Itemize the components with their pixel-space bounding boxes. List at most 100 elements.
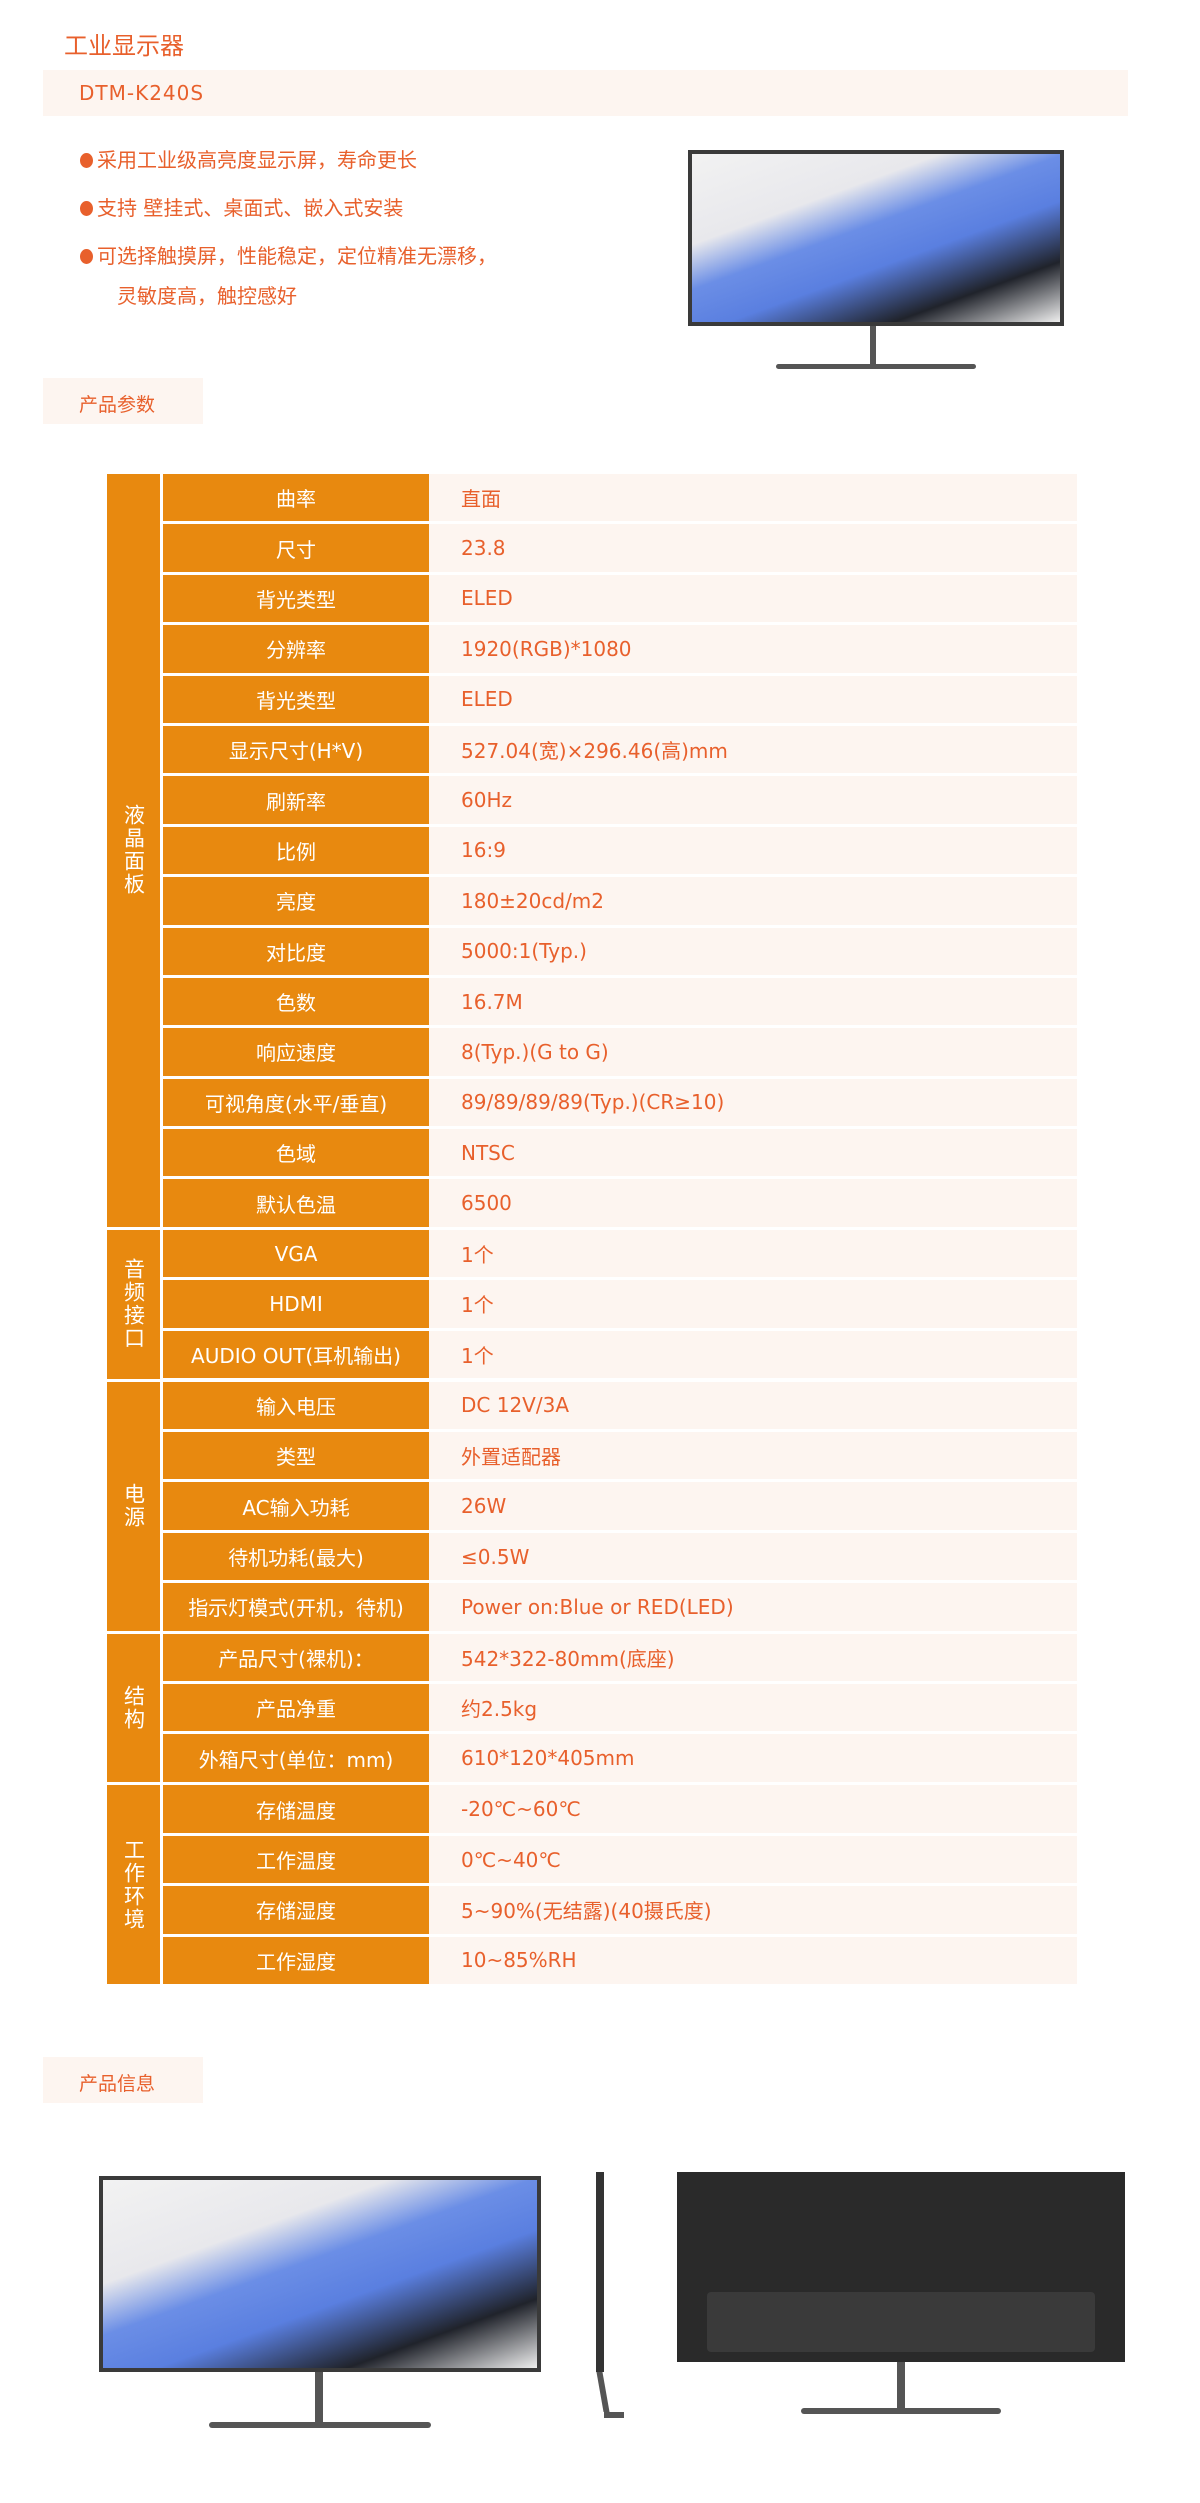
product-image-front bbox=[688, 150, 1064, 380]
spec-label: 输入电压 bbox=[163, 1381, 429, 1430]
spec-value: 0℃~40℃ bbox=[429, 1835, 1077, 1884]
spec-label: 存储温度 bbox=[163, 1785, 429, 1833]
spec-label: VGA bbox=[163, 1229, 429, 1278]
spec-label: 产品净重 bbox=[163, 1684, 429, 1732]
spec-value: 610*120*405mm bbox=[429, 1734, 1077, 1782]
feature-item: 采用工业级高亮度显示屏，寿命更长 bbox=[80, 142, 417, 178]
spec-label: HDMI bbox=[163, 1280, 429, 1328]
table-row: 比例 16:9 bbox=[163, 826, 1077, 875]
spec-group: 工作环境 存储温度 -20℃~60℃ 工作温度 0℃~40℃ 存储湿度 5~90%(无结露)… bbox=[107, 1785, 1077, 1984]
table-row: 输入电压 DC 12V/3A bbox=[163, 1381, 1077, 1430]
spec-value: 180±20cd/m2 bbox=[429, 877, 1077, 925]
table-row: 背光类型 ELED bbox=[163, 574, 1077, 623]
spec-label: 默认色温 bbox=[163, 1179, 429, 1227]
spec-group: 液晶面板 曲率 直面 尺寸 23.8 背光类型 ELED 分辨率 1920(RGB)*1080 背… bbox=[107, 474, 1077, 1227]
spec-value: 60Hz bbox=[429, 776, 1077, 824]
group-name: 工作环境 bbox=[107, 1785, 160, 1984]
table-row: 色数 16.7M bbox=[163, 977, 1077, 1026]
spec-label: 比例 bbox=[163, 826, 429, 875]
spec-group: 电源 输入电压 DC 12V/3A 类型 外置适配器 AC输入功耗 26W 待机功耗(最大) ≤… bbox=[107, 1381, 1077, 1631]
spec-label: 工作湿度 bbox=[163, 1936, 429, 1984]
table-row: 刷新率 60Hz bbox=[163, 776, 1077, 824]
spec-label: 亮度 bbox=[163, 877, 429, 925]
spec-value: 约2.5kg bbox=[429, 1684, 1077, 1732]
table-row: AC输入功耗 26W bbox=[163, 1482, 1077, 1530]
spec-value: ELED bbox=[429, 574, 1077, 623]
spec-value: 89/89/89/89(Typ.)(CR≥10) bbox=[429, 1078, 1077, 1127]
feature-text: 灵敏度高，触控感好 bbox=[117, 284, 297, 308]
spec-value: -20℃~60℃ bbox=[429, 1785, 1077, 1833]
section-params: 产品参数 bbox=[43, 378, 203, 424]
spec-label: 产品尺寸(裸机)： bbox=[163, 1633, 429, 1682]
spec-value: 26W bbox=[429, 1482, 1077, 1530]
table-row: 类型 外置适配器 bbox=[163, 1432, 1077, 1480]
spec-value: 外置适配器 bbox=[429, 1432, 1077, 1480]
spec-value: 542*322-80mm(底座) bbox=[429, 1633, 1077, 1682]
spec-label: AC输入功耗 bbox=[163, 1482, 429, 1530]
spec-label: 背光类型 bbox=[163, 574, 429, 623]
spec-group: 音频接口 VGA 1个 HDMI 1个 AUDIO OUT(耳机输出) 1个 bbox=[107, 1229, 1077, 1379]
table-row: 分辨率 1920(RGB)*1080 bbox=[163, 625, 1077, 673]
spec-label: 尺寸 bbox=[163, 524, 429, 572]
spec-value: 5~90%(无结露)(40摄氏度) bbox=[429, 1886, 1077, 1934]
table-row: HDMI 1个 bbox=[163, 1280, 1077, 1328]
table-row: 尺寸 23.8 bbox=[163, 524, 1077, 572]
table-row: 显示尺寸(H*V) 527.04(宽)×296.46(高)mm bbox=[163, 725, 1077, 774]
group-name: 电源 bbox=[107, 1381, 160, 1631]
spec-label: 类型 bbox=[163, 1432, 429, 1480]
model-name: DTM-K240S bbox=[79, 81, 205, 105]
spec-value: 16.7M bbox=[429, 977, 1077, 1026]
feature-item: 灵敏度高，触控感好 bbox=[117, 278, 297, 314]
spec-value: 直面 bbox=[429, 474, 1077, 522]
section-info: 产品信息 bbox=[43, 2057, 203, 2103]
spec-value: DC 12V/3A bbox=[429, 1381, 1077, 1430]
table-row: 曲率 直面 bbox=[163, 474, 1077, 522]
product-image-front-large bbox=[99, 2176, 541, 2446]
spec-table: 液晶面板 曲率 直面 尺寸 23.8 背光类型 ELED 分辨率 1920(RGB)*1080 背… bbox=[107, 474, 1077, 1984]
table-row: 工作湿度 10~85%RH bbox=[163, 1936, 1077, 1984]
spec-value: 1个 bbox=[429, 1229, 1077, 1278]
bullet-icon bbox=[80, 153, 93, 168]
spec-label: 分辨率 bbox=[163, 625, 429, 673]
product-image-side bbox=[590, 2172, 640, 2446]
spec-label: 响应速度 bbox=[163, 1028, 429, 1076]
feature-item: 可选择触摸屏，性能稳定，定位精准无漂移， bbox=[80, 238, 497, 274]
spec-label: 色域 bbox=[163, 1129, 429, 1177]
spec-label: 可视角度(水平/垂直) bbox=[163, 1078, 429, 1127]
table-row: 响应速度 8(Typ.)(G to G) bbox=[163, 1028, 1077, 1076]
table-row: 指示灯模式(开机，待机) Power on:Blue or RED(LED) bbox=[163, 1583, 1077, 1631]
table-row: 背光类型 ELED bbox=[163, 675, 1077, 723]
table-row: 外箱尺寸(单位：mm) 610*120*405mm bbox=[163, 1734, 1077, 1782]
feature-item: 支持 壁挂式、桌面式、嵌入式安装 bbox=[80, 190, 403, 226]
group-name: 结构 bbox=[107, 1633, 160, 1783]
spec-label: 工作温度 bbox=[163, 1835, 429, 1884]
spec-label: 背光类型 bbox=[163, 675, 429, 723]
table-row: VGA 1个 bbox=[163, 1229, 1077, 1278]
feature-text: 可选择触摸屏，性能稳定，定位精准无漂移， bbox=[97, 244, 497, 268]
table-row: 默认色温 6500 bbox=[163, 1179, 1077, 1227]
spec-value: 16:9 bbox=[429, 826, 1077, 875]
table-row: 待机功耗(最大) ≤0.5W bbox=[163, 1532, 1077, 1581]
bullet-icon bbox=[80, 249, 93, 264]
table-row: AUDIO OUT(耳机输出) 1个 bbox=[163, 1330, 1077, 1379]
spec-label: 显示尺寸(H*V) bbox=[163, 725, 429, 774]
group-name: 液晶面板 bbox=[107, 474, 160, 1227]
spec-value: 6500 bbox=[429, 1179, 1077, 1227]
table-row: 亮度 180±20cd/m2 bbox=[163, 877, 1077, 925]
table-row: 对比度 5000:1(Typ.) bbox=[163, 927, 1077, 975]
model-bar: DTM-K240S bbox=[43, 70, 1128, 116]
spec-label: 曲率 bbox=[163, 474, 429, 522]
spec-label: 待机功耗(最大) bbox=[163, 1532, 429, 1581]
spec-value: 10~85%RH bbox=[429, 1936, 1077, 1984]
feature-text: 采用工业级高亮度显示屏，寿命更长 bbox=[97, 148, 417, 172]
page-title: 工业显示器 bbox=[64, 32, 184, 60]
table-row: 产品尺寸(裸机)： 542*322-80mm(底座) bbox=[163, 1633, 1077, 1682]
bullet-icon bbox=[80, 201, 93, 216]
spec-value: ELED bbox=[429, 675, 1077, 723]
table-row: 存储湿度 5~90%(无结露)(40摄氏度) bbox=[163, 1886, 1077, 1934]
spec-label: 对比度 bbox=[163, 927, 429, 975]
spec-label: AUDIO OUT(耳机输出) bbox=[163, 1330, 429, 1379]
spec-value: 1个 bbox=[429, 1280, 1077, 1328]
group-name: 音频接口 bbox=[107, 1229, 160, 1379]
spec-value: 5000:1(Typ.) bbox=[429, 927, 1077, 975]
